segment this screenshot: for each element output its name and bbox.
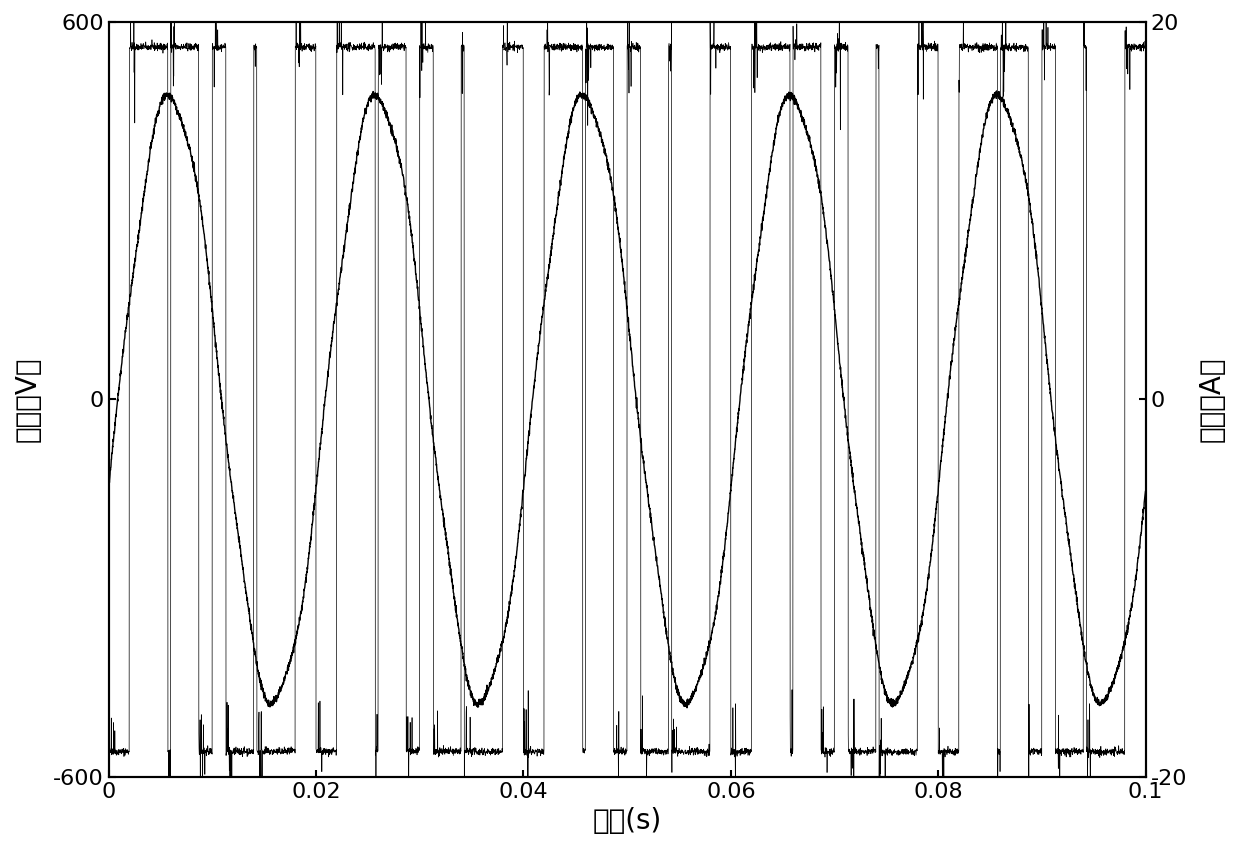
Y-axis label: 电压（V）: 电压（V） <box>14 357 42 442</box>
Y-axis label: 电流（A）: 电流（A） <box>1198 357 1226 442</box>
X-axis label: 时间(s): 时间(s) <box>593 807 662 835</box>
